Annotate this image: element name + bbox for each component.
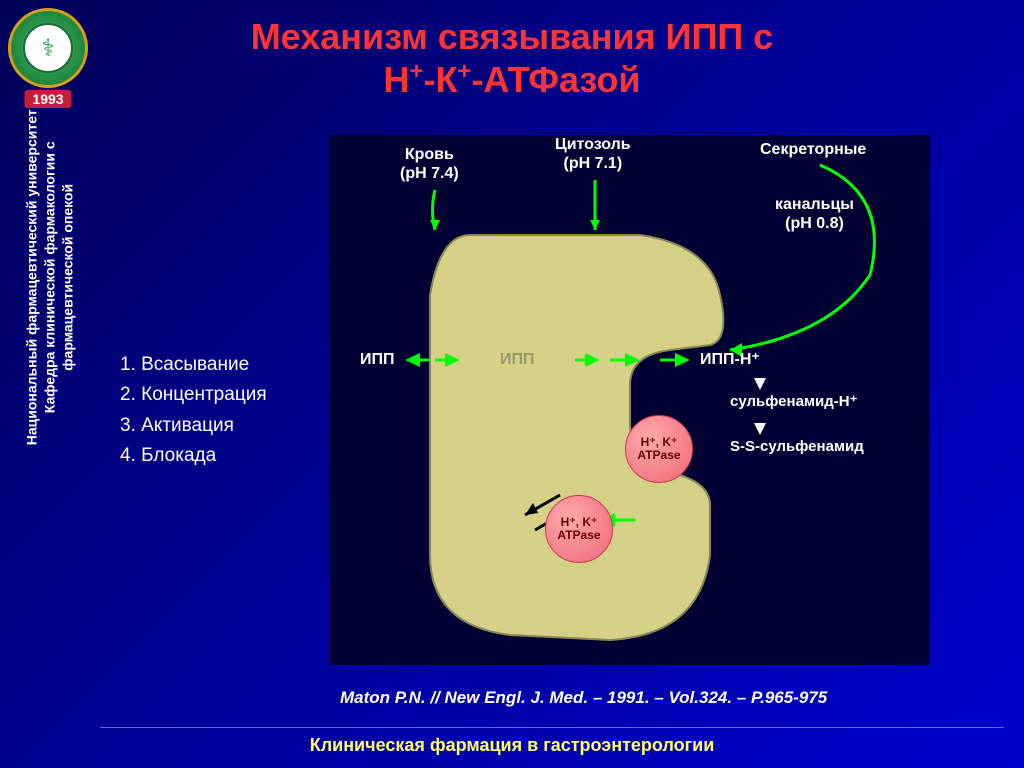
sidebar-line2: Кафедра клинической фармакологии с xyxy=(41,77,59,477)
label-ipp-mid: ИПП xyxy=(500,350,535,369)
label-ipp-h: ИПП-Н⁺ xyxy=(700,350,760,369)
title-line1: Механизм связывания ИПП с xyxy=(0,15,1024,58)
step-1: Всасывание xyxy=(120,350,267,380)
sidebar-line1: Национальный фармацевтический университе… xyxy=(23,77,41,477)
step-2: Концентрация xyxy=(120,380,267,410)
step-4: Блокада xyxy=(120,441,267,471)
footer-text: Клиническая фармация в гастроэнтерологии xyxy=(0,735,1024,756)
label-ss-sulfenamide: S-S-сульфенамид xyxy=(730,438,864,456)
footer-divider xyxy=(100,727,1004,728)
logo-circle: ⚕ xyxy=(8,8,88,88)
label-sulfenamide-h: сульфенамид-Н⁺ xyxy=(730,393,858,411)
mechanism-steps: Всасывание Концентрация Активация Блокад… xyxy=(120,350,267,472)
atpase-lower: H⁺, K⁺ ATPase xyxy=(545,495,613,563)
step-3: Активация xyxy=(120,411,267,441)
slide-title: Механизм связывания ИПП с Н+-К+-АТФазой xyxy=(0,0,1024,101)
citation: Maton P.N. // New Engl. J. Med. – 1991. … xyxy=(340,688,827,708)
logo-symbol: ⚕ xyxy=(23,23,73,73)
atpase-upper: H⁺, K⁺ ATPase xyxy=(625,415,693,483)
label-ipp-left: ИПП xyxy=(360,350,395,369)
sidebar-affiliation: Национальный фармацевтический университе… xyxy=(23,77,78,477)
title-line2: Н+-К+-АТФазой xyxy=(0,58,1024,101)
mechanism-diagram: Кровь (pH 7.4) Цитозоль (pH 7.1) Секрето… xyxy=(330,135,930,665)
sidebar-line3: фармацевтической опекой xyxy=(59,77,77,477)
